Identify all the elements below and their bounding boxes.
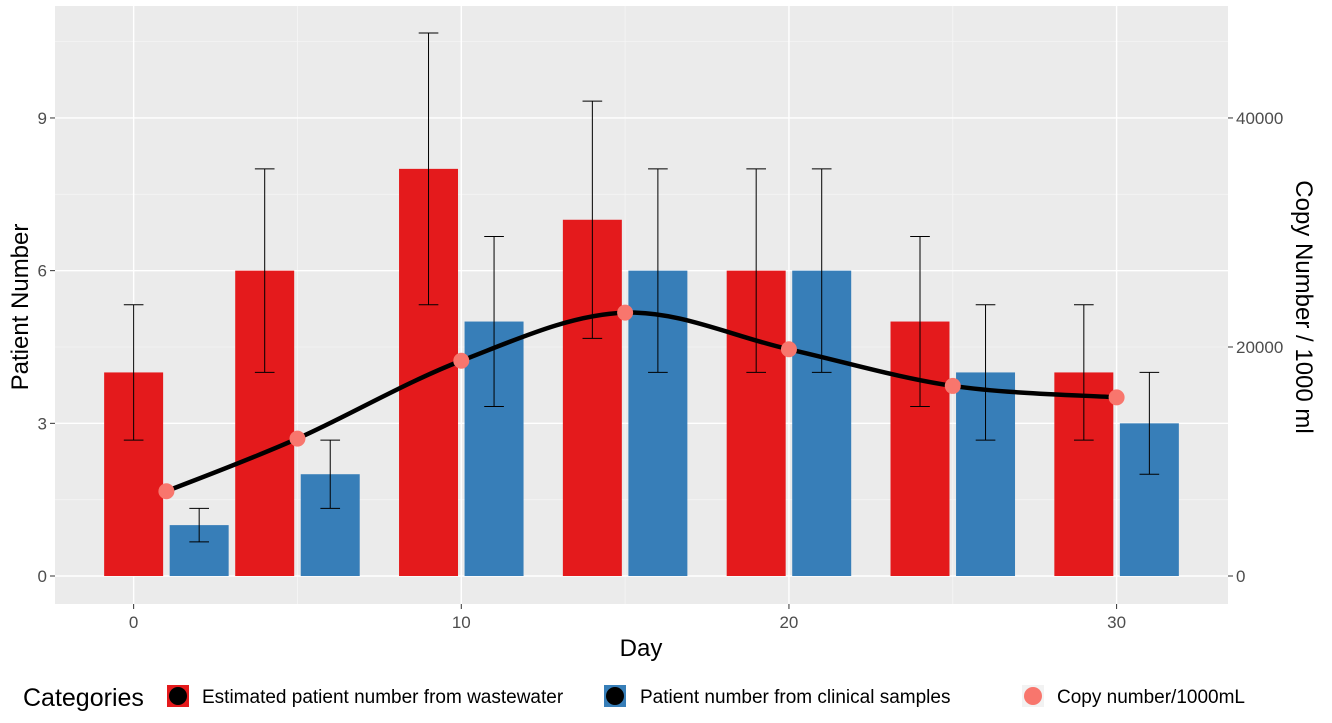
legend-label: Copy number/1000mL [1057, 687, 1245, 708]
legend-key-dot [606, 687, 624, 705]
x-tick-label: 30 [1107, 613, 1126, 632]
legend-key-dot [169, 687, 187, 705]
legend-items: Estimated patient number from wastewater… [167, 685, 1245, 708]
y-tick-label: 3 [38, 414, 47, 433]
x-tick-label: 10 [452, 613, 471, 632]
legend-label: Estimated patient number from wastewater [202, 687, 564, 708]
y2-tick-label: 0 [1236, 567, 1245, 586]
x-tick-label: 0 [129, 613, 138, 632]
copy-number-point [289, 430, 306, 447]
bar-layer [104, 168, 1179, 577]
legend: Categories Estimated patient number from… [23, 684, 1245, 712]
x-tick-label: 20 [779, 613, 798, 632]
y-tick-label: 0 [38, 567, 47, 586]
x-axis-title: Day [620, 635, 663, 662]
y2-tick-label: 20000 [1236, 338, 1283, 357]
copy-number-point [780, 341, 797, 358]
axis-layer: 0 10 20 30 0 3 6 9 0 20000 40000 [38, 109, 1284, 632]
point-layer [158, 304, 1125, 500]
copy-number-point [158, 483, 175, 500]
legend-label: Patient number from clinical samples [640, 687, 950, 708]
copy-number-point [944, 377, 961, 394]
error-layer [123, 32, 1160, 543]
y-tick-label: 6 [38, 262, 47, 281]
y-axis-title: Patient Number [7, 224, 34, 391]
y-tick-label: 9 [38, 109, 47, 128]
copy-number-point [617, 304, 634, 321]
copy-number-point [1108, 389, 1125, 406]
y2-axis-title: Copy Number / 1000 ml [1290, 180, 1317, 433]
copy-number-point [453, 352, 470, 369]
legend-key-dot [1024, 687, 1042, 705]
legend-title: Categories [23, 684, 144, 712]
y2-tick-label: 40000 [1236, 109, 1283, 128]
